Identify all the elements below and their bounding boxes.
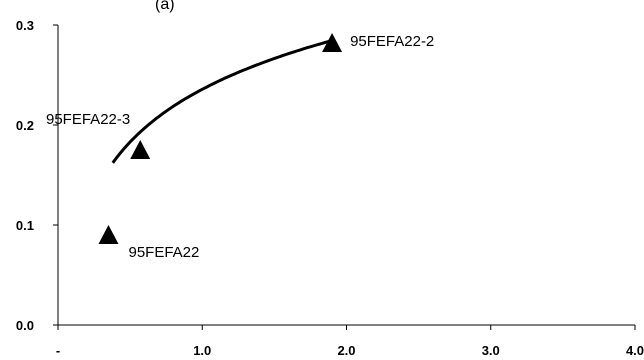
x-tick-label: 2.0: [337, 343, 355, 358]
x-tick-label: 1.0: [193, 343, 211, 358]
chart-title-fragment: (a): [155, 0, 175, 13]
data-point-label: 95FEFA22-2: [350, 33, 434, 50]
data-point-label: 95FEFA22: [128, 244, 199, 261]
y-tick-label: 0.0: [16, 318, 34, 333]
points-group: 95FEFA22 95FEFA22-3 95FEFA22-2: [46, 33, 434, 261]
data-point-marker: [98, 225, 119, 244]
trendline-group: [111, 39, 330, 164]
y-tick-label: 0.3: [16, 18, 34, 33]
data-point-marker: [130, 140, 151, 159]
y-tick-label: 0.1: [16, 218, 34, 233]
x-tick-label: 4.0: [626, 343, 644, 358]
x-tick-label: 3.0: [482, 343, 500, 358]
trendline: [111, 39, 330, 164]
x-tick-label: -: [56, 343, 60, 358]
data-point-marker: [322, 33, 343, 52]
data-point-label: 95FEFA22-3: [46, 111, 130, 128]
axes: 0.0 0.1 0.2 0.3 - 1.0 2.0 3.0 4.0: [16, 18, 644, 358]
y-tick-label: 0.2: [16, 118, 34, 133]
